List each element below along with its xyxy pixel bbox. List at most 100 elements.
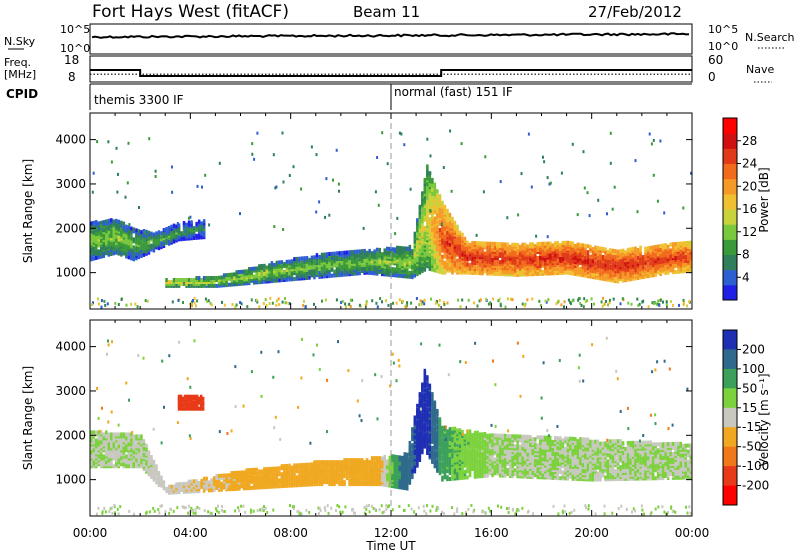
noise-cell [376, 305, 379, 309]
data-cell [561, 256, 565, 261]
data-cell [202, 219, 206, 224]
data-cell [503, 256, 507, 261]
noise-cell [321, 299, 323, 303]
data-cell [215, 474, 218, 478]
data-cell [165, 487, 168, 491]
data-cell [521, 252, 524, 257]
data-cell [318, 270, 321, 275]
data-cell [629, 247, 632, 252]
noise-cell [362, 226, 365, 230]
data-cell [280, 260, 284, 265]
data-cell [298, 256, 301, 261]
data-cell [308, 462, 311, 467]
data-cell [381, 456, 384, 461]
data-cell [451, 222, 454, 227]
data-cell [328, 460, 331, 465]
data-cell [175, 224, 178, 229]
noise-cell [92, 301, 94, 305]
data-cell [308, 269, 311, 274]
data-cell [360, 458, 364, 463]
data-cell [333, 269, 336, 274]
nsky-panel: N.Sky 10^5 10^0 10^5 10^0 N.Search [4, 23, 795, 55]
data-cell [330, 460, 334, 465]
noise-cell [376, 156, 379, 159]
freq-tick-bottom-left: 8 [68, 70, 76, 84]
noise-cell [669, 300, 672, 304]
data-cell [157, 246, 161, 251]
data-cell [303, 256, 306, 261]
data-cell [649, 261, 652, 266]
data-cell [308, 466, 311, 471]
noise-cell [588, 214, 591, 218]
data-cell [190, 278, 193, 282]
data-cell [343, 480, 346, 485]
data-cell [355, 259, 359, 264]
data-cell [112, 227, 116, 232]
data-cell [238, 470, 241, 475]
data-cell [556, 253, 559, 258]
data-cell [107, 252, 111, 257]
data-cell [233, 471, 236, 475]
noise-cell [398, 298, 401, 302]
data-cell [102, 228, 105, 233]
data-cell [471, 248, 474, 253]
data-cell [278, 278, 281, 283]
data-cell [373, 249, 376, 254]
data-cell [684, 267, 687, 272]
data-cell [345, 250, 349, 255]
noise-cell [506, 216, 509, 220]
noise-cell [582, 150, 585, 154]
data-cell [157, 230, 161, 235]
data-cell [167, 280, 171, 284]
data-cell [684, 241, 687, 246]
data-cell [441, 214, 444, 219]
noise-cell [547, 298, 550, 302]
data-cell [355, 458, 359, 463]
noise-cell [340, 301, 343, 304]
data-cell [167, 225, 171, 230]
data-cell [433, 196, 437, 201]
data-cell [172, 223, 176, 228]
noise-cell [130, 302, 133, 306]
data-cell [549, 247, 552, 252]
data-cell [448, 252, 452, 257]
data-cell [687, 240, 690, 245]
data-cell [478, 251, 482, 256]
data-cell [290, 465, 294, 470]
data-cell [92, 252, 95, 257]
data-cell [496, 266, 499, 270]
data-cell [132, 227, 136, 232]
data-cell [152, 459, 156, 464]
noise-cell [349, 305, 352, 308]
data-cell [105, 460, 108, 465]
data-cell [185, 222, 188, 227]
data-cell [646, 268, 650, 273]
noise-cell [269, 296, 272, 300]
data-cell [300, 270, 304, 275]
data-cell [401, 274, 404, 279]
data-cell [576, 242, 580, 247]
data-cell [426, 214, 429, 219]
data-cell [90, 247, 93, 252]
noise-cell [539, 303, 542, 307]
data-cell [381, 252, 384, 257]
data-cell [486, 271, 489, 276]
data-cell [320, 252, 324, 257]
data-cell [343, 252, 346, 257]
noise-cell [578, 297, 581, 301]
data-cell [576, 266, 580, 271]
data-cell [285, 271, 289, 276]
data-cell [378, 472, 381, 477]
data-cell [95, 220, 98, 225]
noise-cell [586, 299, 589, 303]
data-cell [664, 243, 667, 248]
data-cell [438, 194, 442, 199]
noise-cell [531, 297, 534, 301]
data-cell [107, 218, 111, 223]
data-cell [393, 247, 396, 252]
noise-cell [377, 203, 380, 207]
noise-cell [602, 296, 605, 300]
data-cell [217, 473, 221, 478]
data-cell [682, 241, 685, 246]
data-cell [478, 261, 482, 266]
